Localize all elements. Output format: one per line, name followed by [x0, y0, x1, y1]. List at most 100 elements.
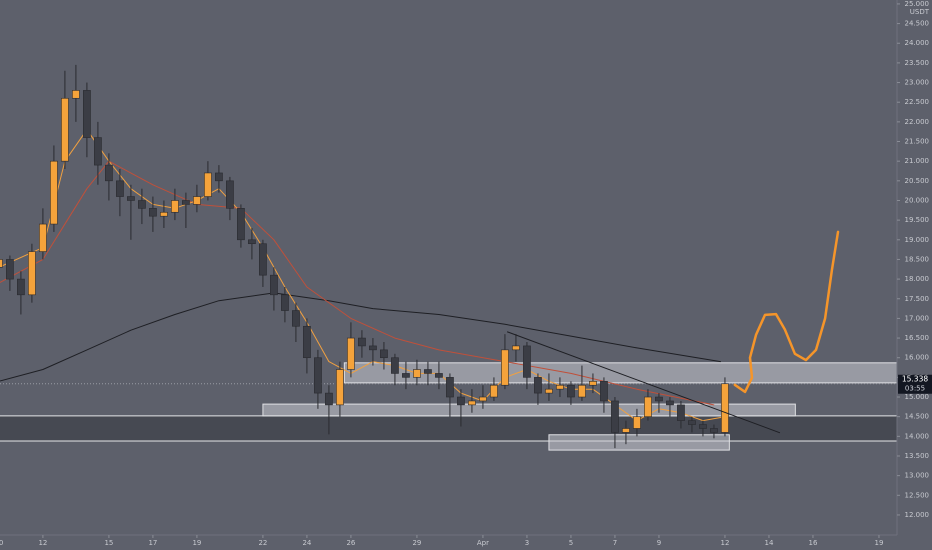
candle-body	[622, 428, 630, 433]
x-tick-label: 17	[148, 539, 157, 547]
candle-body	[204, 172, 212, 197]
candle-body	[424, 369, 432, 374]
candle-body	[259, 243, 267, 276]
candle-body	[94, 137, 102, 166]
candle-body	[523, 345, 531, 378]
candle-body	[138, 200, 146, 209]
x-tick-label: 24	[302, 539, 311, 547]
y-tick-label: 15.000	[905, 393, 930, 401]
candle-body	[688, 420, 696, 425]
candle-body	[149, 208, 157, 217]
candle-body	[435, 373, 443, 378]
y-tick-label: 20.500	[905, 177, 930, 185]
candle-body	[270, 274, 278, 296]
candle-body	[611, 400, 619, 433]
x-tick-label: Apr	[477, 539, 489, 547]
y-tick-label: 13.000	[905, 472, 930, 480]
candle-body	[589, 381, 597, 386]
x-tick-label: 3	[525, 539, 529, 547]
candle-body	[61, 97, 69, 162]
y-tick-label: 23.500	[905, 59, 930, 67]
y-tick-label: 24.500	[905, 20, 930, 28]
countdown-label: 03:55	[905, 385, 925, 393]
y-tick-label: 19.500	[905, 216, 930, 224]
y-tick-label: 12.500	[905, 491, 930, 499]
candle-body	[237, 208, 245, 241]
candle-body	[160, 211, 168, 217]
candle-body	[303, 325, 311, 359]
candle-body	[710, 428, 718, 433]
y-tick-label: 16.500	[905, 334, 930, 342]
candle-body	[666, 400, 674, 406]
y-tick-label: 21.000	[905, 157, 930, 165]
candle-body	[28, 251, 36, 296]
candle-body	[490, 384, 498, 398]
candle-body	[226, 180, 234, 209]
y-tick-label: 18.500	[905, 255, 930, 263]
y-tick-label: 16.000	[905, 354, 930, 362]
candle-body	[633, 416, 641, 429]
candle-body	[391, 357, 399, 374]
candle-body	[314, 357, 322, 394]
projection-path	[733, 230, 840, 394]
y-tick-label: 20.000	[905, 196, 930, 204]
candle-body	[655, 396, 663, 402]
candle-body	[72, 90, 80, 99]
candle-body	[446, 377, 454, 398]
y-tick-label: 25.000	[905, 0, 930, 8]
candle-body	[644, 396, 652, 417]
candle-body	[501, 349, 509, 386]
candle-body	[336, 369, 344, 406]
candle-body	[0, 259, 3, 268]
candle-body	[347, 337, 355, 370]
candle-body	[534, 377, 542, 394]
candle-body	[677, 404, 685, 421]
candle-body	[83, 90, 91, 138]
trendline	[506, 331, 781, 434]
candle-body	[215, 172, 223, 182]
x-tick-label: 15	[104, 539, 113, 547]
candle-body	[281, 294, 289, 311]
x-tick-label: 19	[874, 539, 883, 547]
candle-body	[369, 345, 377, 351]
candle-body	[325, 392, 333, 406]
candle-body	[479, 396, 487, 402]
x-tick-label: 22	[258, 539, 267, 547]
candle-body	[567, 384, 575, 398]
x-tick-label: 7	[613, 539, 617, 547]
x-tick-label: 12	[38, 539, 47, 547]
y-tick-label: 22.000	[905, 118, 930, 126]
candle-body	[39, 223, 47, 252]
x-tick-label: 26	[346, 539, 355, 547]
y-tick-label: 17.000	[905, 314, 930, 322]
y-tick-label: 22.500	[905, 98, 930, 106]
moving-average	[0, 292, 721, 382]
currency-label: USDT	[910, 8, 930, 16]
candle-body	[578, 384, 586, 398]
y-tick-label: 18.000	[905, 275, 930, 283]
zone	[262, 403, 796, 417]
candle-body	[545, 388, 553, 394]
candle-body	[556, 384, 564, 390]
y-tick-label: 24.000	[905, 39, 930, 47]
candle-body	[17, 278, 25, 296]
zone	[548, 434, 730, 451]
candle-body	[468, 400, 476, 406]
candle-body	[182, 200, 190, 205]
y-tick-label: 23.000	[905, 79, 930, 87]
candle-body	[358, 337, 366, 347]
candle-body	[413, 369, 421, 378]
x-tick-label: 14	[764, 539, 773, 547]
candle-body	[380, 349, 388, 359]
y-tick-label: 19.000	[905, 236, 930, 244]
zone	[343, 362, 897, 384]
x-tick-label: 19	[192, 539, 201, 547]
y-tick-label: 14.500	[905, 413, 930, 421]
y-tick-label: 13.500	[905, 452, 930, 460]
candle-body	[105, 164, 113, 182]
band	[0, 415, 897, 442]
candle-body	[292, 310, 300, 327]
